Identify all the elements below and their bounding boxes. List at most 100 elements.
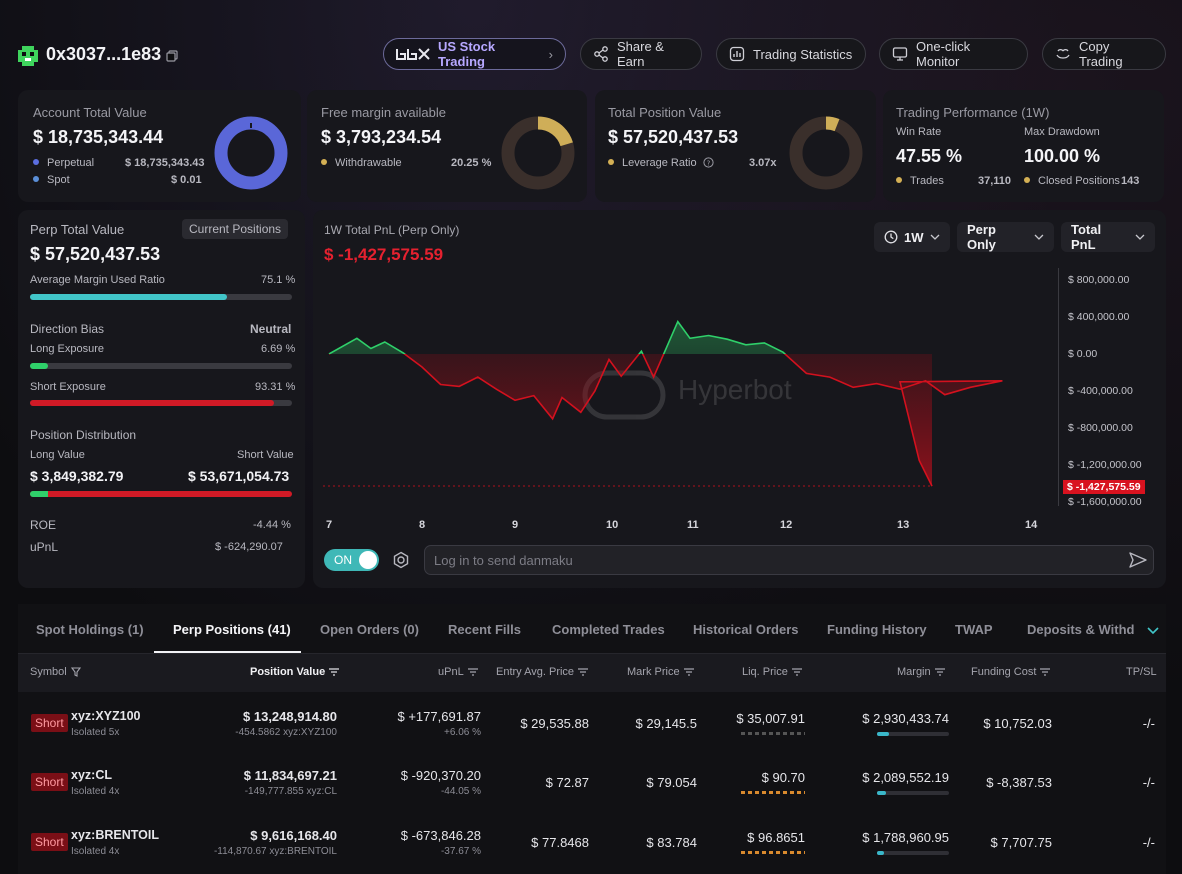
symbol-name[interactable]: xyz:CL — [71, 768, 112, 782]
pnl-line-negative — [329, 354, 1003, 487]
chevron-right-icon: › — [548, 46, 553, 62]
account-total-card: Account Total Value $ 18,735,343.44 Perp… — [18, 90, 301, 202]
col-liq-price[interactable]: Liq. Price — [742, 666, 802, 678]
long-exposure-value: 6.69 % — [261, 343, 296, 355]
upnl-label: uPnL — [30, 540, 59, 554]
tab-historical-orders[interactable]: Historical Orders — [693, 622, 799, 637]
free-margin-title: Free margin available — [321, 105, 447, 120]
toggle-label: ON — [334, 553, 352, 567]
tab-spot-holdings[interactable]: Spot Holdings (1) — [36, 622, 144, 637]
short-exposure-label: Short Exposure — [30, 381, 106, 393]
perp-total-value: $ 57,520,437.53 — [30, 244, 161, 264]
tpsl-value[interactable]: -/- — [1142, 835, 1155, 850]
statistics-icon — [729, 46, 745, 62]
us-stock-label: US Stock Trading — [438, 39, 496, 69]
margin-bar — [877, 851, 949, 855]
short-exposure-value: 93.31 % — [255, 381, 296, 393]
danmaku-toggle[interactable]: ON — [324, 549, 379, 571]
position-donut — [789, 116, 863, 190]
share-earn-button[interactable]: Share & Earn — [580, 38, 702, 70]
pnl-chart: Hyperbot — [323, 320, 1003, 487]
copy-trading-button[interactable]: Copy Trading — [1042, 38, 1166, 70]
current-value-tag: $ -1,427,575.59 — [1063, 480, 1145, 494]
col-mark-price[interactable]: Mark Price — [627, 666, 694, 678]
tpsl-value[interactable]: -/- — [1142, 716, 1155, 731]
send-icon[interactable] — [1129, 552, 1147, 568]
position-value: $ 11,834,697.21 — [243, 768, 337, 783]
y-tick-label: $ -800,000.00 — [1068, 422, 1133, 434]
win-rate-value: 47.55 % — [896, 146, 963, 166]
max-drawdown-value: 100.00 % — [1024, 146, 1101, 166]
performance-title: Trading Performance (1W) — [896, 105, 1050, 120]
range-select[interactable]: 1W — [874, 222, 950, 252]
tpsl-value[interactable]: -/- — [1142, 775, 1155, 790]
clock-icon — [884, 230, 898, 244]
col-symbol[interactable]: Symbol — [30, 666, 81, 678]
table-header — [18, 654, 1166, 692]
entry-price: $ 29,535.88 — [520, 716, 589, 731]
margin-value: $ 2,089,552.19 — [862, 770, 949, 785]
tabs-expand-icon[interactable] — [1147, 627, 1159, 635]
toggle-knob — [359, 551, 377, 569]
share-icon — [594, 46, 608, 62]
direction-bias-value: Neutral — [250, 322, 292, 336]
settings-icon[interactable] — [392, 551, 410, 569]
scope-select[interactable]: Perp Only — [957, 222, 1054, 252]
col-entry-price[interactable]: Entry Avg. Price — [496, 666, 589, 678]
margin-ratio-label: Average Margin Used Ratio — [30, 274, 165, 286]
active-tab-underline — [154, 651, 301, 653]
margin-mode: Isolated 5x — [71, 727, 120, 738]
col-funding-cost[interactable]: Funding Cost — [971, 666, 1051, 678]
bbx-logo-icon — [396, 48, 430, 60]
tab-deposits-withdrawals[interactable]: Deposits & Withdra — [1027, 622, 1135, 637]
one-click-monitor-button[interactable]: One-click Monitor — [879, 38, 1028, 70]
upnl-value: $ -624,290.07 — [215, 541, 283, 553]
col-position-value[interactable]: Position Value — [250, 666, 340, 678]
distribution-bar — [30, 491, 292, 497]
tab-completed-trades[interactable]: Completed Trades — [552, 622, 665, 637]
free-margin-value: $ 3,793,234.54 — [321, 127, 442, 147]
tab-recent-fills[interactable]: Recent Fills — [448, 622, 521, 637]
liq-price: $ 35,007.91 — [736, 711, 805, 726]
pnl-chart-panel — [313, 210, 1166, 588]
roe-label: ROE — [30, 518, 57, 532]
liq-price: $ 90.70 — [761, 770, 805, 785]
x-tick-label: 8 — [419, 519, 426, 531]
trades-value: 37,110 — [978, 175, 1012, 187]
perp-total-title: Perp Total Value — [30, 222, 125, 237]
x-tick-label: 11 — [687, 519, 699, 531]
copy-icon[interactable] — [166, 50, 178, 62]
upnl-percent: -37.67 % — [440, 846, 481, 857]
current-positions-button[interactable]: Current Positions — [182, 219, 289, 239]
y-tick-label: $ 400,000.00 — [1068, 311, 1130, 323]
us-stock-trading-button[interactable]: US Stock Trading › — [383, 38, 566, 70]
help-icon[interactable]: ? — [703, 157, 714, 168]
total-position-card: Total Position Value $ 57,520,437.53 Lev… — [595, 90, 876, 202]
funding-cost: $ 7,707.75 — [990, 835, 1052, 850]
closed-positions-value: 143 — [1121, 175, 1140, 187]
position-size: -114,870.67 xyz:BRENTOIL — [213, 846, 337, 857]
col-margin[interactable]: Margin — [897, 666, 945, 678]
long-exposure-bar — [30, 363, 292, 369]
symbol-name[interactable]: xyz:XYZ100 — [71, 709, 141, 723]
sort-icon — [467, 668, 478, 676]
col-tpsl: TP/SL — [1126, 666, 1157, 678]
direction-bias-label: Direction Bias — [30, 322, 105, 336]
upnl-value: $ +177,691.87 — [397, 709, 482, 724]
position-size: -149,777.855 xyz:CL — [244, 786, 337, 797]
x-tick-label: 12 — [780, 519, 793, 531]
account-total-title: Account Total Value — [33, 105, 147, 120]
avatar-icon — [18, 46, 38, 66]
col-upnl[interactable]: uPnL — [438, 666, 478, 678]
metric-select[interactable]: Total PnL — [1061, 222, 1155, 252]
trading-statistics-button[interactable]: Trading Statistics — [716, 38, 866, 70]
tab-funding-history[interactable]: Funding History — [827, 622, 927, 637]
tab-perp-positions[interactable]: Perp Positions (41) — [173, 622, 291, 637]
total-position-value: $ 57,520,437.53 — [608, 127, 739, 147]
tab-twap[interactable]: TWAP — [955, 622, 993, 637]
symbol-name[interactable]: xyz:BRENTOIL — [71, 828, 159, 842]
y-tick-label: $ -400,000.00 — [1068, 385, 1133, 397]
danmaku-input[interactable]: Log in to send danmaku — [424, 545, 1154, 575]
tab-open-orders[interactable]: Open Orders (0) — [320, 622, 419, 637]
upnl-value: $ -920,370.20 — [400, 768, 481, 783]
